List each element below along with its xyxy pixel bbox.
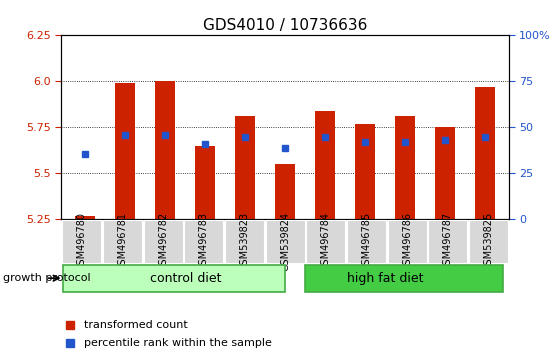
Bar xyxy=(347,220,386,263)
Text: GSM496780: GSM496780 xyxy=(77,212,87,271)
Bar xyxy=(355,124,375,219)
Bar xyxy=(315,111,335,219)
Title: GDS4010 / 10736636: GDS4010 / 10736636 xyxy=(203,18,367,33)
Bar xyxy=(306,220,345,263)
Text: high fat diet: high fat diet xyxy=(347,272,423,285)
Text: GSM496784: GSM496784 xyxy=(321,212,331,271)
Text: growth protocol: growth protocol xyxy=(3,273,91,283)
Bar xyxy=(225,220,264,263)
Bar xyxy=(64,265,285,292)
Bar xyxy=(305,265,503,292)
Text: GSM539824: GSM539824 xyxy=(280,212,290,271)
Text: GSM496787: GSM496787 xyxy=(443,212,453,271)
Text: GSM496786: GSM496786 xyxy=(402,212,412,271)
Text: GSM496782: GSM496782 xyxy=(158,212,168,271)
Bar xyxy=(469,220,508,263)
Text: GSM496781: GSM496781 xyxy=(117,212,127,271)
Bar xyxy=(435,127,455,219)
Bar xyxy=(75,216,96,219)
Text: transformed count: transformed count xyxy=(84,320,188,330)
Bar xyxy=(103,220,142,263)
Text: percentile rank within the sample: percentile rank within the sample xyxy=(84,338,272,348)
Bar xyxy=(275,164,295,219)
Text: GSM496783: GSM496783 xyxy=(199,212,209,271)
Bar xyxy=(155,81,176,219)
Text: control diet: control diet xyxy=(149,272,221,285)
Bar xyxy=(184,220,223,263)
Bar xyxy=(387,220,427,263)
Bar xyxy=(428,220,467,263)
Text: GSM539825: GSM539825 xyxy=(484,212,494,271)
Text: GSM539823: GSM539823 xyxy=(239,212,249,271)
Text: GSM496785: GSM496785 xyxy=(362,212,371,271)
Bar xyxy=(144,220,183,263)
Bar xyxy=(395,116,415,219)
Bar xyxy=(195,146,215,219)
Bar xyxy=(475,87,495,219)
Bar xyxy=(115,83,135,219)
Bar xyxy=(235,116,255,219)
Bar xyxy=(62,220,101,263)
Bar xyxy=(266,220,305,263)
